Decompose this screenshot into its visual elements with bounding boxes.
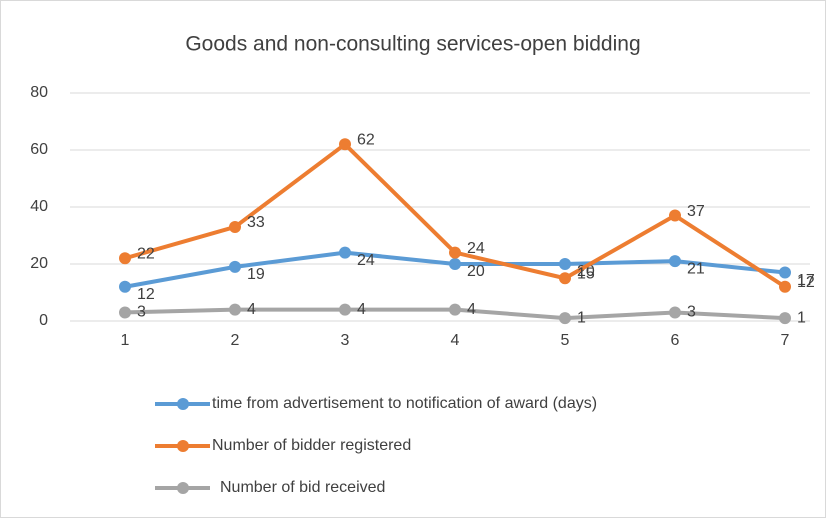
data-label: 4 [467,301,476,318]
data-label: 22 [137,246,155,263]
x-tick-label: 3 [341,332,350,349]
data-label: 62 [357,132,375,149]
legend-label: time from advertisement to notification … [212,395,597,412]
data-label: 20 [467,263,485,280]
point [119,252,131,265]
y-tick-label: 0 [39,312,48,329]
data-label: 19 [247,266,265,283]
point [119,280,131,293]
y-tick-label: 20 [30,255,48,272]
data-label: 12 [797,274,815,291]
point [229,220,241,233]
data-label: 1 [797,309,806,326]
legend-marker [177,398,189,410]
point [449,246,461,259]
point [229,303,241,316]
x-tick-label: 6 [671,332,680,349]
point [779,266,791,279]
legend-marker [177,440,189,452]
point [779,312,791,325]
point [669,255,681,268]
point [339,246,351,259]
point [449,258,461,270]
point [119,306,131,319]
data-label: 4 [247,301,256,318]
data-label: 24 [357,252,375,269]
point [669,306,681,319]
point [559,272,571,285]
point [229,260,241,273]
data-label: 37 [687,203,705,220]
y-tick-label: 40 [30,198,48,215]
y-tick-label: 60 [30,141,48,158]
legend-label: Number of bid received [220,479,385,496]
data-label: 24 [467,240,485,257]
point [559,312,571,325]
data-label: 33 [247,214,265,231]
data-label: 4 [357,301,366,318]
data-label: 12 [137,286,155,303]
point [449,303,461,316]
data-label: 3 [137,304,146,321]
legend-label: Number of bidder registered [212,437,411,454]
point [559,258,571,270]
data-label: 21 [687,260,705,277]
point [779,280,791,293]
legend-marker [177,482,189,494]
point [339,303,351,316]
x-tick-label: 4 [451,332,460,349]
data-label: 1 [577,309,586,326]
data-label: 17 [797,272,815,289]
y-tick-label: 80 [30,84,48,101]
x-tick-label: 2 [231,332,240,349]
x-tick-label: 1 [121,332,130,349]
chart-title: Goods and non-consulting services-open b… [185,33,640,56]
point [669,209,681,222]
data-label: 15 [577,265,595,282]
data-label: 3 [687,304,696,321]
x-tick-label: 5 [561,332,570,349]
point [339,138,351,151]
x-tick-label: 7 [781,332,790,349]
